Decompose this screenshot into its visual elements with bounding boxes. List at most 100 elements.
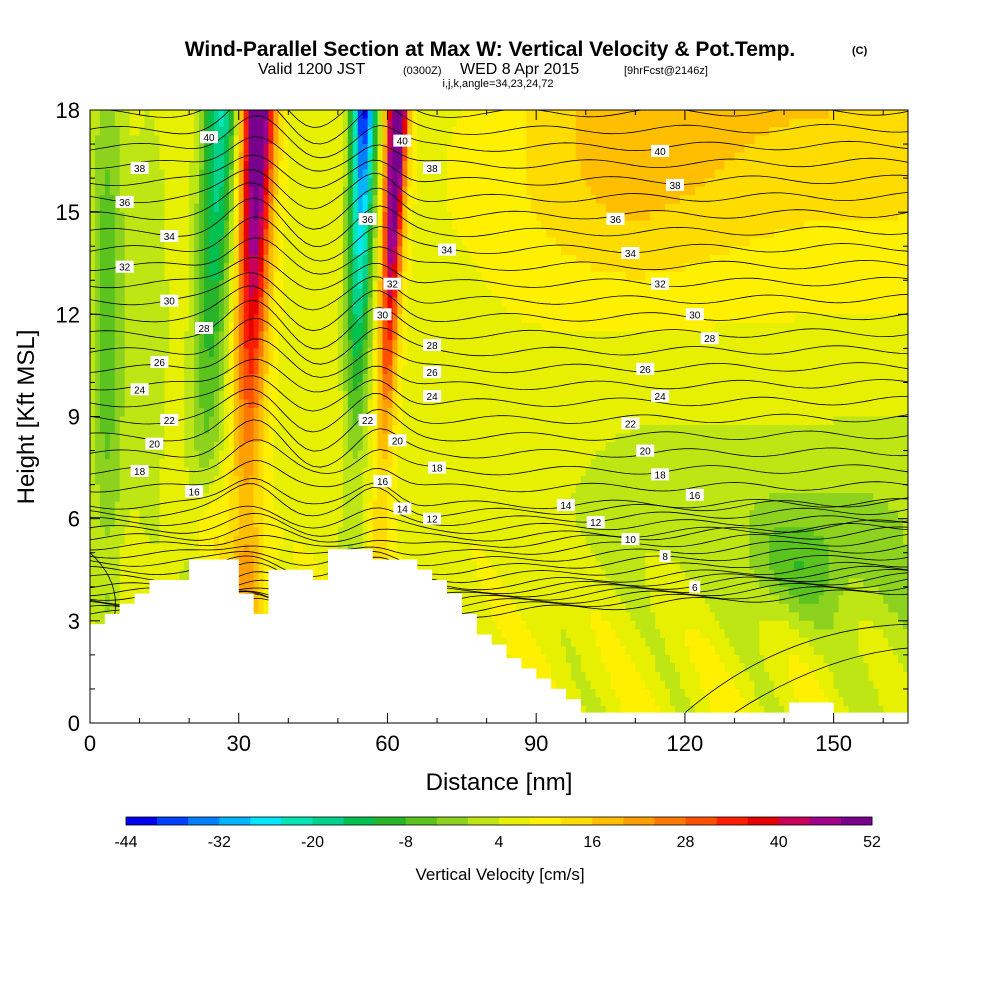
minor-ticks xyxy=(90,110,908,723)
colorbar-frame xyxy=(125,816,873,826)
colorbar-swatch xyxy=(499,817,531,825)
contour-label: 20 xyxy=(392,436,404,447)
theta-contour-line xyxy=(90,552,116,615)
contour-label-bg xyxy=(621,533,640,546)
theta-contour-line xyxy=(90,110,908,128)
contour-label: 22 xyxy=(625,419,637,430)
contour-label: 36 xyxy=(362,215,374,226)
contour-label: 20 xyxy=(149,440,161,451)
contour-label-bg xyxy=(185,485,204,498)
theta-contour-line xyxy=(90,169,908,210)
chart-title: Wind-Parallel Section at Max W: Vertical… xyxy=(185,38,796,61)
colorbar-swatch xyxy=(219,817,251,825)
contour-label: 38 xyxy=(427,164,439,175)
theta-contour-line xyxy=(90,460,908,493)
contour-label: 16 xyxy=(689,491,701,502)
theta-contour-line xyxy=(90,388,908,433)
colorbar-swatch xyxy=(840,817,873,825)
theta-contour-line xyxy=(90,285,908,332)
x-tick-label: 90 xyxy=(524,731,548,756)
contour-label-bg xyxy=(423,339,442,351)
contour-label-bg xyxy=(358,213,377,225)
theta-contour-line xyxy=(90,512,908,537)
colorbar-tick-label: 40 xyxy=(770,834,788,851)
contour-label: 30 xyxy=(689,310,701,321)
theta-contour-line xyxy=(90,216,908,262)
y-tick-label: 18 xyxy=(56,98,80,123)
theta-contour-line xyxy=(90,182,908,230)
contour-label-bg xyxy=(130,465,149,477)
theta-contour-line xyxy=(90,358,908,393)
y-tick-label: 3 xyxy=(68,609,80,634)
contour-label: 24 xyxy=(134,385,146,396)
theta-contour-line xyxy=(90,0,908,41)
theta-contour-line xyxy=(90,375,908,412)
theta-contour-line xyxy=(90,237,908,275)
subtitle-main: Valid 1200 JST xyxy=(258,61,366,78)
subtitle-utc: (0300Z) xyxy=(403,65,442,77)
terrain-mask xyxy=(90,549,908,723)
contour-label-bg xyxy=(160,230,179,242)
plot-area: 40 38 36 34 32 30 28 26 24 22 20 18 16 40 38 36 34 32 30 28… xyxy=(90,0,908,723)
contour-label: 22 xyxy=(362,416,374,427)
colorbar-tick-label: -8 xyxy=(399,834,413,851)
contour-label: 28 xyxy=(198,324,210,335)
contour-label: 22 xyxy=(164,416,176,427)
colorbar-swatch xyxy=(467,817,500,825)
x-axis: 0 30 60 90 120 150 xyxy=(84,110,852,756)
contour-label-bg xyxy=(393,134,412,147)
colorbar-tick-label: -32 xyxy=(208,834,231,851)
x-axis-title: Distance [nm] xyxy=(426,769,573,796)
contour-label-bg xyxy=(621,417,640,430)
y-tick-label: 9 xyxy=(68,405,80,430)
title-mark: (C) xyxy=(852,45,868,57)
contour-label-bg xyxy=(606,213,625,225)
theta-contour-line xyxy=(684,623,908,713)
theta-contour-line xyxy=(90,439,908,476)
colorbar-swatch xyxy=(592,817,624,825)
colorbar-tick-label: 28 xyxy=(677,834,695,851)
colorbar-tick-label: 4 xyxy=(495,834,504,851)
theta-contour-line xyxy=(90,419,908,468)
contour-label: 32 xyxy=(655,280,667,291)
y-axis-title: Height [Kft MSL] xyxy=(13,330,40,505)
contour-label-bg xyxy=(685,308,704,321)
theta-contour-line xyxy=(90,522,908,543)
theta-contour-line xyxy=(90,317,908,365)
params-line: i,j,k,angle=34,23,24,72 xyxy=(442,78,553,90)
theta-contour-line xyxy=(90,136,908,172)
theta-contour-line xyxy=(90,0,908,7)
contour-label-bg xyxy=(393,502,412,515)
contour-label-bg xyxy=(556,499,575,511)
subtitle-date: WED 8 Apr 2015 xyxy=(460,61,579,78)
contour-label-bg xyxy=(358,413,377,426)
contour-label: 34 xyxy=(164,232,176,243)
theta-contour-line xyxy=(90,483,908,518)
theta-contour-line xyxy=(90,154,908,189)
contour-label-bg xyxy=(130,161,149,174)
colorbar-tick-label: 52 xyxy=(863,834,881,851)
contour-label-bg xyxy=(388,434,407,447)
contour-label: 40 xyxy=(655,147,667,158)
contour-label-bg xyxy=(423,366,442,379)
theta-contour-line xyxy=(90,256,908,291)
colorbar-swatch xyxy=(250,817,282,825)
colorbar-swatch xyxy=(530,817,562,825)
contour-label: 8 xyxy=(662,552,668,563)
colorbar-swatch xyxy=(188,817,220,825)
contour-label: 28 xyxy=(427,341,439,352)
y-tick-label: 6 xyxy=(68,507,80,532)
colorbar-swatch xyxy=(157,817,189,825)
contour-label-bg xyxy=(373,475,392,488)
contour-label-bg xyxy=(373,308,392,321)
x-tick-label: 30 xyxy=(226,731,250,756)
contour-label-bg xyxy=(200,131,218,144)
contour-label: 32 xyxy=(387,280,399,291)
theta-contour-line xyxy=(90,299,908,350)
contour-labels: 40 38 36 34 32 30 28 26 24 22 20 18 16 40 38 36 34 32 30 28… xyxy=(115,131,719,594)
contour-label-bg xyxy=(659,550,671,563)
contour-label: 28 xyxy=(704,334,716,345)
contour-label-bg xyxy=(115,195,134,208)
theta-contour-line xyxy=(90,519,908,551)
